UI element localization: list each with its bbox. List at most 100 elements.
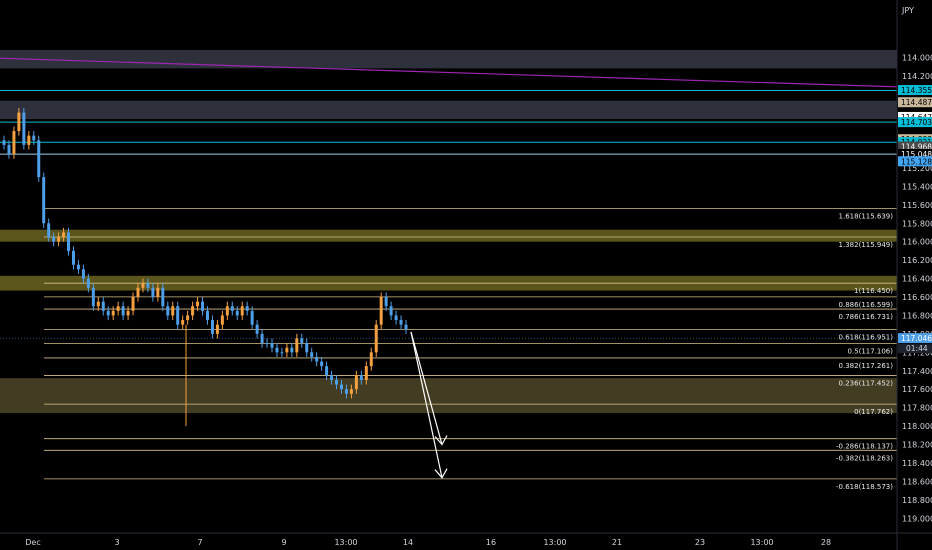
candle-body: [2, 140, 6, 145]
candle-body: [215, 324, 219, 334]
candle-body: [300, 338, 304, 344]
candle-body: [91, 287, 95, 307]
time-tick-label: 14: [403, 538, 413, 547]
candle-body: [71, 250, 75, 265]
price-tag-label: 114.703: [901, 118, 932, 127]
candle-body: [106, 310, 110, 316]
candle-body: [176, 306, 180, 325]
candle-body: [37, 140, 41, 178]
time-tick-label: 28: [821, 538, 831, 547]
fib-label: 0.236(117.452): [839, 380, 894, 388]
candle-body: [320, 361, 324, 367]
candle-body: [161, 287, 165, 307]
candle-body: [22, 112, 26, 145]
fib-label: -0.618(118.573): [836, 483, 893, 491]
price-tick-label: 118.800: [902, 496, 932, 505]
candle-body: [344, 389, 348, 394]
price-tick-label: 115.200: [902, 164, 932, 173]
candle-body: [76, 264, 80, 270]
candle-body: [404, 324, 408, 330]
candle-body: [349, 389, 353, 394]
price-axis[interactable]: 114.000 114.200 115.200 115.400 115.600 115.8…: [902, 53, 932, 523]
candle-body: [290, 347, 294, 353]
candle-body: [310, 352, 314, 357]
candle-body: [220, 315, 224, 325]
candle-body: [32, 135, 36, 141]
candle-body: [141, 283, 145, 288]
price-tick-label: 115.400: [902, 182, 932, 191]
fib-label: 0.886(116.599): [839, 301, 894, 309]
candle-body: [364, 366, 368, 380]
candle-body: [335, 379, 339, 385]
price-tag-label: 115.128: [901, 157, 932, 166]
candle-body: [186, 315, 190, 321]
candle-body: [62, 232, 66, 238]
price-tick-label: 118.200: [902, 441, 932, 450]
projection-arrowhead: [434, 468, 448, 479]
price-tags-layer: 114.355114.487114.647114.703114.888114.9…: [0, 85, 932, 354]
price-tag-label: 114.487: [901, 98, 932, 107]
candle-body: [201, 301, 205, 311]
candle-body: [389, 306, 393, 316]
zone-rect: [0, 100, 897, 120]
candles-layer: [2, 108, 408, 427]
fib-label: 1.382(115.949): [839, 241, 894, 249]
candle-body: [315, 356, 319, 362]
countdown-label: 01:44: [906, 344, 928, 353]
price-tick-label: 116.400: [902, 275, 932, 284]
candle-body: [384, 297, 388, 307]
candle-body: [101, 301, 105, 311]
candle-body: [305, 343, 309, 353]
candle-body: [181, 320, 185, 325]
price-tick-label: 118.000: [902, 422, 932, 431]
last-price-label: 117.046: [901, 334, 932, 343]
candle-body: [339, 384, 343, 390]
candle-body: [374, 324, 378, 353]
candle-body: [235, 310, 239, 316]
candle-body: [47, 223, 51, 238]
candle-body: [270, 343, 274, 348]
price-tick-label: 117.600: [902, 385, 932, 394]
candle-body: [205, 310, 209, 321]
price-tick-label: 116.800: [902, 311, 932, 320]
time-tick-label: 7: [197, 538, 202, 547]
candle-body: [121, 306, 125, 316]
candle-body: [210, 320, 214, 334]
trend-line-layer: [0, 57, 898, 88]
candle-body: [126, 310, 130, 316]
time-tick-label: 13:00: [543, 538, 566, 547]
fib-label: 1.618(115.639): [839, 212, 894, 220]
price-tag: [898, 156, 932, 167]
candle-body: [111, 310, 115, 316]
candle-body: [230, 306, 234, 311]
fib-label: 0.5(117.106): [847, 348, 893, 356]
price-tick-label: 114.200: [902, 72, 932, 81]
fib-label: 0.786(116.731): [839, 313, 894, 321]
candle-body: [240, 306, 244, 316]
candle-body: [245, 306, 249, 311]
time-axis[interactable]: Dec 3 7 9 13:00 14 16 13:00 21 23 13:00 28: [25, 538, 831, 547]
fib-label: 0(117.762): [854, 408, 893, 416]
fib-label: 0.618(116.951): [839, 333, 894, 341]
candle-body: [27, 135, 31, 145]
price-tick-label: 117.400: [902, 367, 932, 376]
instrument-label: JPY: [901, 6, 914, 15]
price-tag-label: 114.968: [901, 143, 932, 152]
candle-body: [250, 310, 254, 325]
price-tag: [898, 85, 932, 96]
candle-body: [151, 287, 155, 297]
candle-body: [369, 352, 373, 367]
price-tag: [898, 111, 932, 122]
candle-body: [96, 301, 100, 307]
candle-body: [81, 269, 85, 279]
price-tick-label: 118.600: [902, 477, 932, 486]
candle-body: [7, 144, 11, 155]
candle-body: [399, 320, 403, 325]
candle-body: [156, 287, 160, 297]
candle-body: [225, 306, 229, 316]
candle-body: [171, 306, 175, 316]
candle-body: [86, 278, 90, 288]
zone-rect: [0, 229, 897, 242]
